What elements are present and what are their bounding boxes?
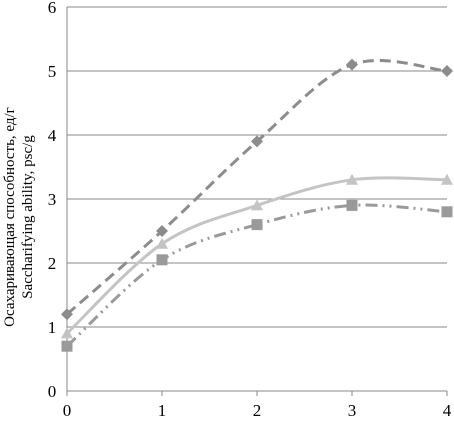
y-tick-label: 1 (48, 318, 57, 337)
data-point-diamond (346, 58, 358, 71)
data-point-diamond (441, 65, 453, 77)
data-point-triangle (346, 173, 358, 185)
series-2 (61, 173, 453, 339)
data-point-diamond (251, 135, 263, 148)
data-point-square (441, 206, 453, 218)
x-tick-label: 0 (63, 401, 72, 420)
data-point-square (156, 254, 168, 266)
data-point-square (346, 199, 358, 211)
series-3 (61, 199, 453, 352)
series (61, 58, 453, 352)
x-tick-label: 4 (443, 401, 452, 420)
gridlines (67, 6, 447, 328)
y-tick-label: 0 (48, 382, 57, 401)
series-line (65, 176, 448, 335)
x-tick-label: 2 (253, 401, 262, 420)
y-axis-title-en: Saccharifying ability, psc/g (20, 135, 36, 299)
data-point-diamond (61, 308, 73, 321)
data-point-square (251, 219, 263, 231)
y-tick-label: 3 (48, 190, 57, 209)
data-point-triangle (251, 199, 263, 211)
y-axis-title-ru: Осахаривающая способность, ед/г (2, 107, 18, 327)
data-point-diamond (156, 225, 168, 237)
axes (66, 7, 448, 396)
tick-labels: 0 1 2 3 4 5 6 0 1 2 3 4 (48, 0, 452, 420)
data-point-square (61, 340, 73, 352)
y-tick-label: 4 (48, 126, 57, 145)
x-tick-label: 1 (158, 401, 167, 420)
x-tick-label: 3 (348, 401, 357, 420)
y-axis-title: Осахаривающая способность, ед/г Sacchari… (2, 107, 36, 327)
data-point-triangle (61, 327, 73, 339)
y-tick-label: 5 (48, 62, 57, 81)
data-point-triangle (156, 237, 168, 249)
series-1 (61, 58, 453, 321)
y-tick-label: 6 (48, 0, 57, 17)
data-point-triangle (441, 173, 453, 185)
y-tick-label: 2 (48, 254, 57, 273)
